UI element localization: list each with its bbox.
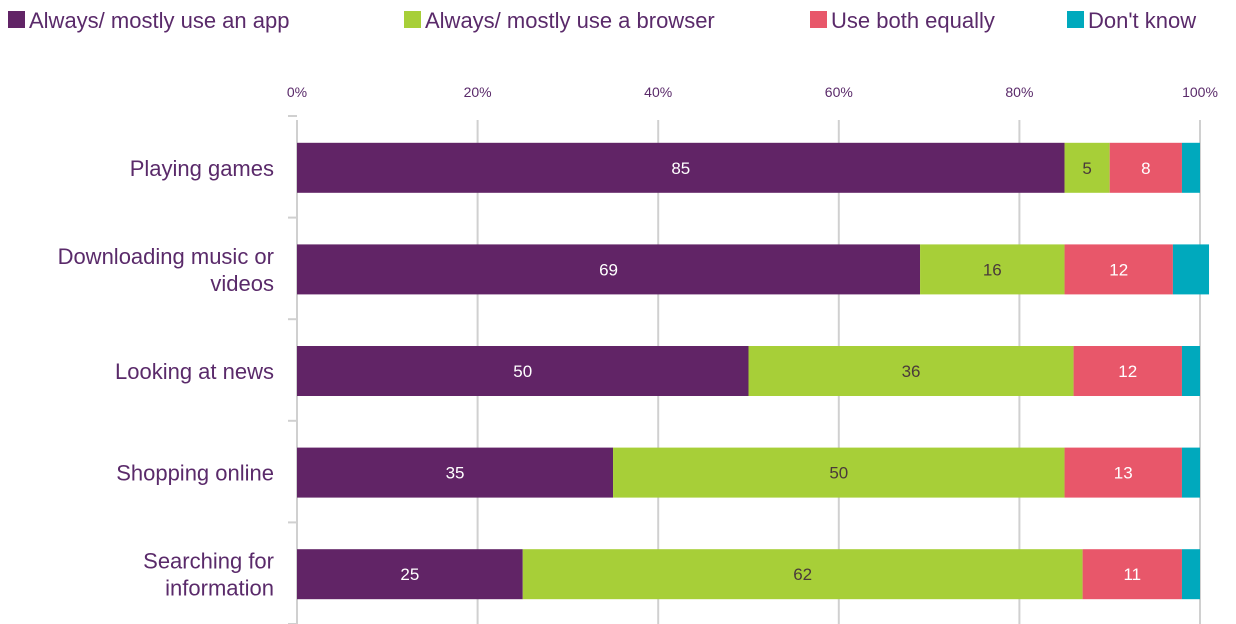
x-tick-label: 0% [287, 84, 307, 100]
bar-segment [1064, 244, 1173, 295]
bar-segment [1064, 447, 1182, 498]
data-label: 85 [671, 159, 690, 178]
category-label-line: information [165, 576, 274, 601]
bar-row: 25 62 11 [297, 549, 1200, 600]
bar-segment [297, 346, 749, 396]
category-label: Shopping online [116, 461, 274, 486]
data-label: 11 [1123, 565, 1141, 584]
category-label: Playing games [130, 156, 274, 181]
bar-segment [920, 244, 1065, 295]
bar-segment [1181, 447, 1200, 498]
legend: Always/ mostly use an app Always/ mostly … [8, 8, 1196, 33]
bar-row: 35 50 13 [297, 447, 1200, 498]
category-label-line: videos [210, 271, 274, 296]
category-label-line: Looking at news [115, 359, 274, 384]
y-axis [288, 115, 298, 624]
legend-item: Don't know [1067, 8, 1196, 33]
data-label: 16 [983, 260, 1002, 279]
bar-segment [297, 142, 1065, 193]
data-label: 36 [902, 362, 921, 381]
bar-segment [1073, 346, 1182, 396]
legend-swatch [8, 11, 25, 28]
bar-segment [613, 447, 1065, 498]
x-axis-ticks: 0% 20% 40% 60% 80% 100% [287, 84, 1218, 100]
bar-segment [1172, 244, 1210, 295]
bar-segment [1181, 549, 1200, 600]
data-label: 12 [1109, 260, 1128, 279]
data-label: 5 [1082, 159, 1091, 178]
legend-swatch [404, 11, 421, 28]
bar-row: 85 5 8 [297, 142, 1200, 193]
bar-segment [1064, 142, 1110, 193]
x-tick-label: 40% [644, 84, 672, 100]
data-label: 25 [400, 565, 419, 584]
category-label-line: Searching for [143, 549, 274, 574]
category-label-line: Downloading music or [58, 244, 274, 269]
category-label: Looking at news [115, 359, 274, 384]
legend-label: Use both equally [831, 8, 995, 33]
x-tick-label: 100% [1182, 84, 1218, 100]
bar-row: 69 16 12 [297, 244, 1210, 295]
data-label: 50 [513, 362, 532, 381]
bars: 85 5 8 69 16 12 50 36 12 35 50 13 25 62 11 [297, 142, 1210, 600]
legend-item: Always/ mostly use a browser [404, 8, 715, 33]
data-label: 13 [1114, 464, 1133, 483]
bar-segment [1109, 142, 1182, 193]
bar-segment [297, 447, 614, 498]
bar-segment [1082, 549, 1182, 600]
legend-swatch [810, 11, 827, 28]
category-label-line: Playing games [130, 156, 274, 181]
bar-segment [297, 549, 523, 600]
bar-row: 50 36 12 [297, 346, 1200, 396]
legend-item: Always/ mostly use an app [8, 8, 289, 33]
bar-segment [522, 549, 1083, 600]
data-label: 69 [599, 260, 618, 279]
bar-segment [297, 244, 921, 295]
data-label: 50 [829, 464, 848, 483]
x-tick-label: 60% [825, 84, 853, 100]
bar-segment [748, 346, 1074, 396]
legend-item: Use both equally [810, 8, 995, 33]
data-label: 35 [446, 464, 465, 483]
legend-label: Don't know [1088, 8, 1196, 33]
legend-label: Always/ mostly use a browser [425, 8, 715, 33]
x-tick-label: 80% [1005, 84, 1033, 100]
legend-swatch [1067, 11, 1084, 28]
x-tick-label: 20% [464, 84, 492, 100]
bar-segment [1181, 346, 1200, 396]
data-label: 8 [1141, 159, 1150, 178]
bar-segment [1181, 142, 1200, 193]
legend-label: Always/ mostly use an app [29, 8, 289, 33]
data-label: 12 [1118, 362, 1137, 381]
data-label: 62 [793, 565, 812, 584]
category-label-line: Shopping online [116, 461, 274, 486]
